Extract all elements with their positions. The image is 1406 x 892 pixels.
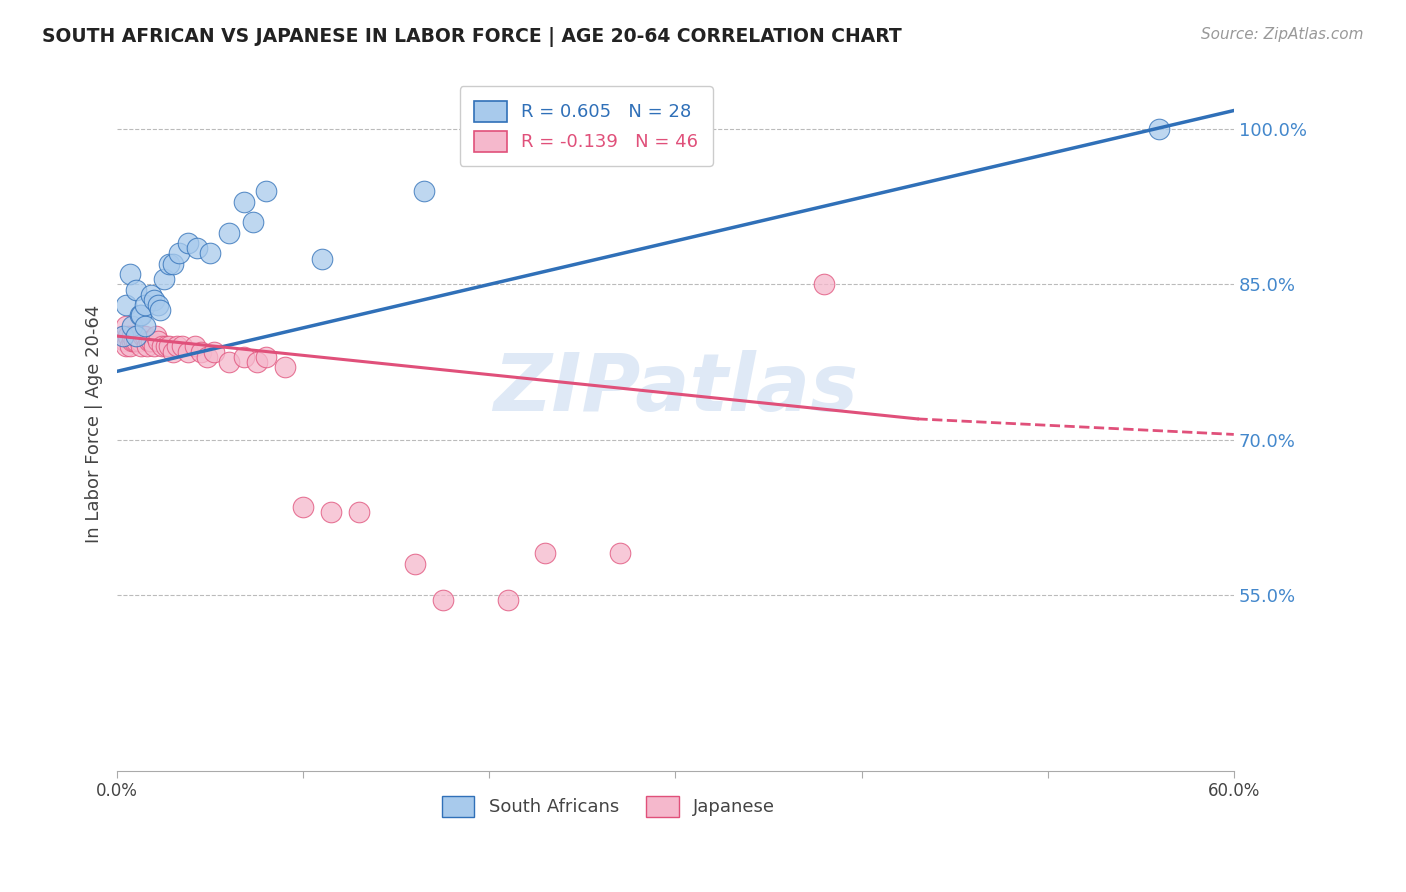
Point — [131, 309, 153, 323]
Point — [149, 303, 172, 318]
Point — [177, 235, 200, 250]
Point — [218, 226, 240, 240]
Point — [167, 246, 190, 260]
Point — [121, 329, 143, 343]
Point — [496, 593, 519, 607]
Point — [321, 505, 343, 519]
Point — [131, 339, 153, 353]
Text: ZIPatlas: ZIPatlas — [494, 351, 858, 428]
Point — [155, 339, 177, 353]
Point — [347, 505, 370, 519]
Point — [117, 329, 139, 343]
Point — [177, 344, 200, 359]
Point — [134, 298, 156, 312]
Point — [115, 318, 138, 333]
Point — [813, 277, 835, 292]
Point — [166, 339, 188, 353]
Point — [139, 334, 162, 349]
Point — [184, 339, 207, 353]
Point — [190, 344, 212, 359]
Point — [1149, 122, 1171, 136]
Point — [162, 344, 184, 359]
Point — [120, 267, 142, 281]
Point — [136, 339, 159, 353]
Point — [254, 184, 277, 198]
Point — [134, 329, 156, 343]
Point — [172, 339, 194, 353]
Point — [195, 350, 218, 364]
Point — [157, 339, 180, 353]
Point — [121, 318, 143, 333]
Point — [404, 557, 426, 571]
Point — [122, 334, 145, 349]
Point — [162, 257, 184, 271]
Point — [120, 339, 142, 353]
Point — [186, 241, 208, 255]
Point — [138, 334, 160, 349]
Point — [134, 318, 156, 333]
Point — [115, 339, 138, 353]
Point — [128, 309, 150, 323]
Point — [609, 546, 631, 560]
Point — [146, 298, 169, 312]
Point — [125, 334, 148, 349]
Point — [127, 329, 149, 343]
Point — [139, 287, 162, 301]
Point — [311, 252, 333, 266]
Point — [246, 355, 269, 369]
Point — [254, 350, 277, 364]
Point — [132, 329, 155, 343]
Point — [146, 334, 169, 349]
Point — [292, 500, 315, 514]
Point — [413, 184, 436, 198]
Point — [232, 194, 254, 209]
Point — [128, 334, 150, 349]
Point — [157, 257, 180, 271]
Y-axis label: In Labor Force | Age 20-64: In Labor Force | Age 20-64 — [86, 305, 103, 543]
Text: Source: ZipAtlas.com: Source: ZipAtlas.com — [1201, 27, 1364, 42]
Point — [143, 339, 166, 353]
Point — [111, 329, 134, 343]
Point — [114, 334, 136, 349]
Point — [143, 293, 166, 307]
Point — [218, 355, 240, 369]
Point — [125, 329, 148, 343]
Point — [115, 298, 138, 312]
Point — [152, 272, 174, 286]
Point — [273, 360, 295, 375]
Point — [432, 593, 454, 607]
Point — [232, 350, 254, 364]
Point — [200, 246, 222, 260]
Text: SOUTH AFRICAN VS JAPANESE IN LABOR FORCE | AGE 20-64 CORRELATION CHART: SOUTH AFRICAN VS JAPANESE IN LABOR FORCE… — [42, 27, 901, 46]
Point — [150, 339, 173, 353]
Point — [121, 334, 143, 349]
Point — [125, 283, 148, 297]
Legend: South Africans, Japanese: South Africans, Japanese — [434, 789, 782, 824]
Point — [145, 329, 167, 343]
Point — [242, 215, 264, 229]
Point — [202, 344, 225, 359]
Point — [111, 329, 134, 343]
Point — [534, 546, 557, 560]
